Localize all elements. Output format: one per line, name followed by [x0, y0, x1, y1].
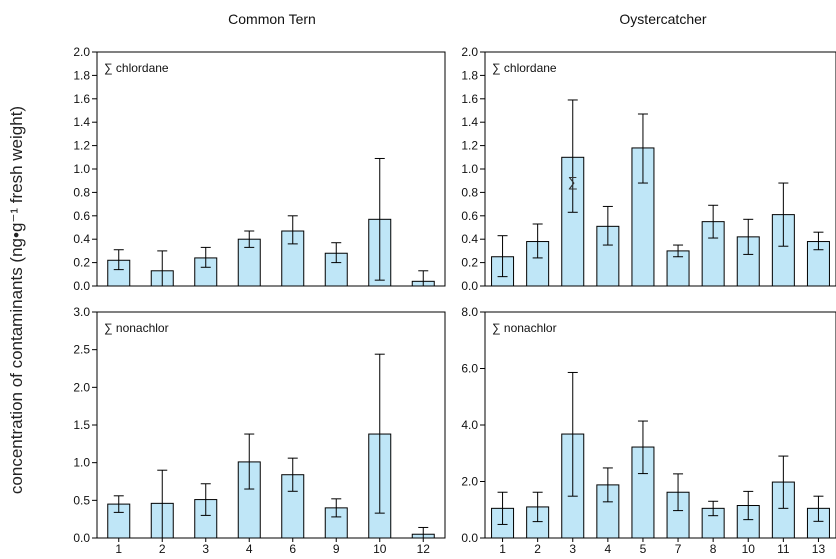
x-tick-label: 2: [534, 542, 541, 554]
y-axis-label-container: concentration of contaminants (ng•g⁻¹ fr…: [0, 0, 30, 559]
y-tick-label: 2.0: [73, 45, 90, 59]
y-tick-label: 0.6: [461, 209, 478, 223]
panel-frame: [96, 311, 446, 539]
x-tick-label: 6: [289, 542, 296, 554]
x-tick-label: 8: [710, 542, 717, 554]
y-axis-label-svg: concentration of contaminants (ng•g⁻¹ fr…: [7, 106, 26, 494]
panel-label: ∑ nonachlor: [492, 321, 557, 335]
x-tick-label: 10: [373, 542, 387, 554]
y-tick-label: 2.0: [461, 45, 478, 59]
x-tick-label: 5: [640, 542, 647, 554]
x-tick-label: 10: [742, 542, 756, 554]
x-tick-label: 3: [202, 542, 209, 554]
y-tick-label: 2.5: [73, 343, 90, 357]
x-tick-label: 4: [605, 542, 612, 554]
y-tick-label: 2.0: [73, 380, 90, 394]
y-tick-label: 1.0: [73, 162, 90, 176]
panel-0: 0.0 0.2 0.4 0.6 0.8 1.0 1.2 1.4 1.6 1.8 2.0 ∑ chlor…: [73, 45, 446, 293]
chart-panels: 0.0 0.2 0.4 0.6 0.8 1.0 1.2 1.4 1.6 1.8 2.0 ∑ chlor…: [73, 45, 836, 554]
y-tick-label: 0.4: [461, 232, 478, 246]
y-tick-label: 0.0: [73, 279, 90, 293]
bar-annotation: ∑: [568, 174, 578, 190]
y-tick-label: 0.6: [73, 209, 90, 223]
y-tick-label: 1.8: [461, 68, 478, 82]
y-tick-label: 3.0: [73, 305, 90, 319]
y-tick-label: 1.6: [461, 92, 478, 106]
y-tick-label: 4.0: [461, 418, 478, 432]
x-tick-label: 13: [812, 542, 826, 554]
x-tick-label: 1: [115, 542, 122, 554]
y-tick-label: 0.8: [461, 185, 478, 199]
y-tick-label: 0.0: [73, 531, 90, 545]
y-tick-label: 1.0: [461, 162, 478, 176]
y-tick-label: 1.4: [73, 115, 90, 129]
y-tick-label: 2.0: [461, 475, 478, 489]
x-tick-label: 7: [675, 542, 682, 554]
panel-1: 0.0 0.2 0.4 0.6 0.8 1.0 1.2 1.4 1.6 1.8 2.0 ∑ chlor…: [461, 45, 836, 293]
y-tick-label: 1.6: [73, 92, 90, 106]
y-tick-label: 0.2: [73, 256, 90, 270]
y-tick-label: 0.4: [73, 232, 90, 246]
panel-label: ∑ nonachlor: [104, 321, 169, 335]
x-tick-label: 3: [569, 542, 576, 554]
panel-label: ∑ chlordane: [104, 61, 169, 75]
x-tick-label: 4: [246, 542, 253, 554]
x-tick-label: 9: [333, 542, 340, 554]
panel-label: ∑ chlordane: [492, 61, 557, 75]
x-tick-label: 1: [499, 542, 506, 554]
y-tick-label: 0.2: [461, 256, 478, 270]
panel-frame: [96, 51, 446, 287]
column-title-oystercatcher: Oystercatcher: [619, 11, 706, 27]
x-tick-label: 2: [159, 542, 166, 554]
y-tick-label: 0.5: [73, 493, 90, 507]
panel-3: 0.0 2.0 4.0 6.0 8.0 ∑ nonachlor 1 2 3 4 5 7 8 10 11 13: [461, 305, 836, 554]
y-tick-label: 1.0: [73, 456, 90, 470]
figure-y-axis-label: concentration of contaminants (ng•g⁻¹ fr…: [7, 106, 26, 494]
x-tick-label: 11: [777, 542, 790, 554]
y-tick-label: 1.2: [73, 139, 90, 153]
y-tick-label: 6.0: [461, 362, 478, 376]
y-tick-label: 1.2: [461, 139, 478, 153]
y-tick-label: 0.0: [461, 531, 478, 545]
y-tick-label: 1.8: [73, 68, 90, 82]
y-tick-label: 8.0: [461, 305, 478, 319]
y-tick-label: 0.0: [461, 279, 478, 293]
y-tick-label: 1.4: [461, 115, 478, 129]
y-tick-label: 0.8: [73, 185, 90, 199]
y-tick-label: 1.5: [73, 418, 90, 432]
x-tick-label: 12: [417, 542, 431, 554]
column-title-common-tern: Common Tern: [228, 11, 316, 27]
